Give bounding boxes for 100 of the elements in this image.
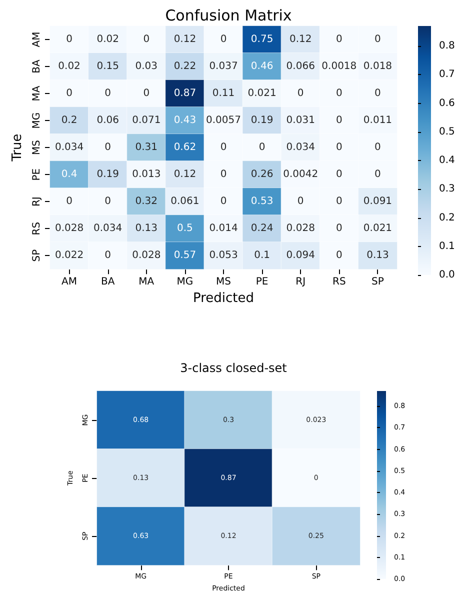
data-label: 0.011: [363, 115, 392, 126]
color-bar-label: 0.3: [439, 184, 455, 195]
data-label: 0.028: [54, 223, 84, 234]
data-label: 0.0018: [322, 61, 357, 72]
data-label: 0.028: [286, 223, 315, 234]
chart-title: Confusion Matrix: [165, 6, 292, 24]
data-label: 0: [143, 88, 150, 100]
data-label: 0.22: [174, 61, 196, 72]
data-label: 0: [220, 169, 227, 180]
data-label: 0.87: [174, 88, 196, 100]
data-label: 0.034: [286, 142, 315, 154]
data-label: 0: [336, 196, 342, 208]
data-label: 0.19: [96, 169, 119, 180]
data-label: 0: [297, 88, 304, 100]
data-label: 0.12: [174, 169, 196, 180]
data-label: 0.5: [176, 223, 193, 234]
data-label: 0: [374, 169, 381, 180]
data-label: 0: [336, 115, 342, 126]
color-bar-label: 0.0: [439, 270, 455, 280]
chart-title: 3-class closed-set: [180, 361, 288, 375]
data-label: 0.62: [174, 142, 196, 154]
data-label: 0.0042: [283, 169, 318, 180]
data-label: 0.061: [170, 196, 200, 208]
color-bar-label: 0.6: [439, 98, 455, 109]
y-tick-label: MS: [32, 140, 42, 156]
data-label: 0: [374, 88, 381, 100]
y-tick-label: PE: [32, 168, 42, 181]
y-axis-title: True: [10, 134, 26, 162]
data-label: 0.4: [61, 169, 78, 180]
data-label: 0.018: [363, 61, 392, 72]
data-label: 0.014: [209, 223, 238, 234]
data-label: 0.02: [96, 34, 119, 46]
data-label: 0.031: [286, 115, 315, 126]
data-label: 0: [66, 88, 72, 100]
x-tick-label: SP: [372, 276, 384, 288]
data-label: 0: [220, 142, 227, 154]
x-axis-title: Predicted: [192, 291, 254, 306]
data-label: 0.03: [135, 61, 158, 72]
data-label: 0.013: [132, 169, 161, 180]
x-tick-label: BA: [100, 276, 115, 288]
y-tick-label: MG: [32, 112, 42, 129]
data-label: 0: [336, 88, 342, 100]
color-bar-label: 0.2: [439, 212, 455, 224]
data-label: 0.53: [250, 196, 274, 208]
data-label: 0.028: [132, 250, 161, 262]
data-label: 0: [66, 196, 72, 208]
x-tick-label: RS: [332, 276, 346, 288]
data-label: 0.75: [250, 34, 274, 46]
data-label: 0.15: [96, 61, 119, 72]
y-tick-label: SP: [32, 249, 42, 262]
data-label: 0.091: [363, 196, 392, 208]
y-tick-label: RJ: [32, 196, 42, 207]
data-label: 0: [336, 169, 342, 180]
data-label: 0: [104, 250, 112, 262]
data-label: 0.57: [174, 250, 196, 262]
x-tick-label: PE: [256, 276, 268, 288]
data-label: 0: [104, 142, 112, 154]
data-label: 0.022: [54, 250, 84, 262]
data-label: 0.021: [363, 223, 392, 234]
x-tick-label: MA: [138, 276, 154, 288]
data-label: 0.24: [250, 223, 274, 234]
color-bar-label: 0.7: [439, 69, 455, 80]
color-bar-label: 0.4: [439, 155, 455, 166]
data-label: 0.034: [54, 142, 84, 154]
data-label: 0: [336, 142, 342, 154]
y-tick-label: AM: [32, 32, 42, 48]
data-label: 0.034: [94, 223, 122, 234]
data-label: 0: [104, 196, 112, 208]
data-label: 0.053: [209, 250, 238, 262]
x-tick-label: MG: [176, 276, 194, 288]
data-label: 0: [297, 196, 304, 208]
data-label: 0.43: [174, 115, 196, 126]
data-label: 0: [143, 34, 150, 46]
data-label: 0.037: [209, 61, 238, 72]
data-label: 0.13: [366, 250, 389, 262]
data-label: 0.11: [212, 88, 235, 100]
data-label: 0.2: [61, 115, 78, 126]
x-tick-label: AM: [62, 276, 78, 288]
data-label: 0.0057: [206, 115, 241, 126]
color-bar-label: 0.5: [439, 126, 455, 138]
data-label: 0.31: [135, 142, 158, 154]
data-label: 0: [66, 34, 72, 46]
color-bar-label: 0.8: [439, 40, 455, 52]
data-label: 0.32: [135, 196, 158, 208]
x-tick-label: RJ: [296, 276, 306, 288]
y-tick-label: RS: [32, 222, 42, 236]
data-label: 0: [220, 196, 227, 208]
data-label: 0.26: [250, 169, 274, 180]
data-label: 0.066: [286, 61, 315, 72]
y-tick-label: BA: [32, 60, 42, 74]
data-label: 0.12: [174, 34, 196, 46]
data-label: 0.1: [254, 250, 270, 262]
data-label: 0: [374, 142, 381, 154]
data-label: 0: [336, 250, 342, 262]
data-label: 0: [258, 142, 266, 154]
data-label: 0.46: [250, 61, 274, 72]
data-label: 0.021: [248, 88, 276, 100]
data-label: 0.06: [96, 115, 119, 126]
x-tick-label: MS: [216, 276, 231, 288]
y-tick-label: MA: [32, 86, 42, 102]
